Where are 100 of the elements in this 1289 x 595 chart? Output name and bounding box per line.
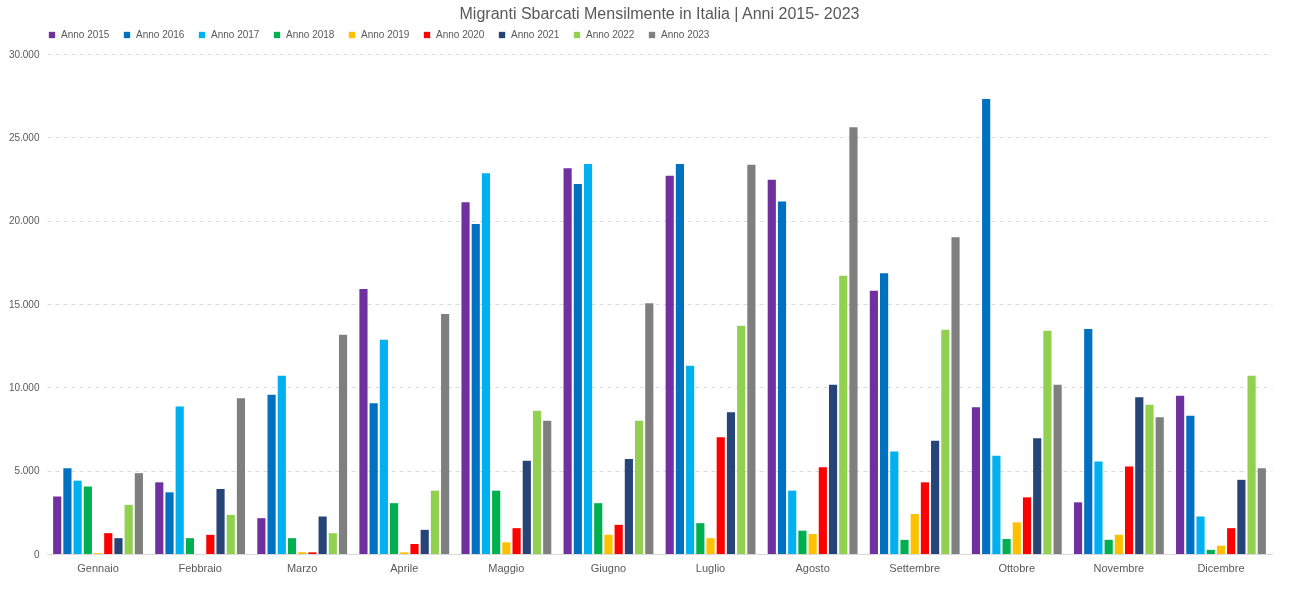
bar bbox=[624, 459, 633, 554]
bar bbox=[277, 375, 286, 554]
bar bbox=[767, 179, 776, 554]
y-tick-label: 10.000 bbox=[8, 381, 40, 393]
bar bbox=[777, 201, 787, 554]
x-tick-label: Novembre bbox=[1093, 561, 1145, 574]
bar bbox=[287, 538, 297, 554]
x-tick-label: Aprile bbox=[390, 561, 419, 574]
bar bbox=[1247, 375, 1256, 554]
bar bbox=[900, 539, 909, 554]
bar bbox=[63, 468, 72, 554]
bar bbox=[83, 486, 92, 554]
bar bbox=[1257, 468, 1266, 554]
bar bbox=[175, 406, 184, 554]
bar bbox=[1125, 466, 1134, 554]
x-tick-label: Maggio bbox=[488, 561, 525, 574]
bar bbox=[931, 440, 940, 554]
bar bbox=[604, 534, 613, 554]
bar bbox=[798, 530, 807, 554]
bar bbox=[645, 303, 654, 554]
bar bbox=[420, 529, 429, 554]
bar bbox=[563, 168, 572, 554]
bar bbox=[869, 290, 878, 554]
y-tick-label: 15.000 bbox=[8, 298, 40, 310]
bar bbox=[665, 175, 674, 554]
bar bbox=[318, 516, 327, 554]
legend-label: Anno 2021 bbox=[511, 29, 560, 40]
bar bbox=[216, 489, 225, 554]
legend-label: Anno 2018 bbox=[286, 29, 335, 40]
bar bbox=[410, 544, 419, 554]
bar bbox=[471, 224, 480, 554]
bar bbox=[573, 184, 582, 554]
bar bbox=[1073, 502, 1083, 554]
bar bbox=[696, 523, 705, 554]
bar bbox=[675, 164, 684, 554]
x-tick-label: Febbraio bbox=[178, 561, 222, 574]
x-tick-label: Gennaio bbox=[77, 561, 119, 574]
bar bbox=[492, 490, 501, 554]
bar bbox=[1022, 497, 1032, 554]
bar bbox=[1155, 417, 1164, 554]
bar bbox=[1176, 395, 1185, 554]
bar bbox=[1196, 516, 1205, 554]
bar bbox=[1227, 528, 1236, 554]
bar bbox=[686, 365, 695, 554]
bar bbox=[594, 503, 603, 554]
bar bbox=[185, 538, 194, 554]
bar bbox=[359, 289, 368, 554]
bar bbox=[992, 455, 1001, 554]
bar bbox=[583, 164, 593, 554]
bar bbox=[267, 394, 276, 554]
bar bbox=[369, 403, 378, 554]
bar bbox=[920, 482, 929, 554]
bar bbox=[461, 202, 470, 554]
bar bbox=[206, 534, 215, 554]
bar bbox=[614, 524, 623, 554]
y-tick-label: 0 bbox=[33, 548, 40, 560]
bar bbox=[1094, 461, 1103, 554]
bar bbox=[236, 398, 246, 554]
bar bbox=[1002, 539, 1011, 554]
bar bbox=[818, 467, 827, 554]
y-tick-label: 30.000 bbox=[8, 48, 40, 60]
legend-label: Anno 2017 bbox=[211, 29, 260, 40]
bar bbox=[104, 533, 113, 554]
bar bbox=[890, 451, 899, 554]
y-tick-label: 20.000 bbox=[8, 215, 40, 227]
bar bbox=[430, 490, 439, 554]
legend-label: Anno 2019 bbox=[361, 29, 410, 40]
bar bbox=[512, 528, 521, 554]
x-tick-label: Luglio bbox=[695, 561, 726, 574]
bar bbox=[635, 420, 644, 554]
bar bbox=[155, 482, 164, 554]
bar bbox=[788, 490, 797, 554]
legend-label: Anno 2020 bbox=[436, 29, 485, 40]
bar bbox=[1237, 479, 1246, 554]
bar bbox=[338, 334, 348, 554]
bar bbox=[1033, 438, 1042, 554]
bar bbox=[828, 384, 838, 554]
bar bbox=[747, 164, 756, 554]
bar bbox=[53, 496, 62, 554]
bar bbox=[706, 538, 715, 554]
bar bbox=[257, 518, 266, 554]
bar bbox=[839, 275, 848, 554]
bar bbox=[328, 533, 337, 554]
bar bbox=[910, 514, 919, 554]
bar bbox=[716, 437, 725, 554]
bar bbox=[1145, 404, 1154, 554]
bar bbox=[880, 273, 889, 554]
bar bbox=[165, 492, 174, 554]
bar bbox=[1012, 522, 1021, 554]
bar bbox=[124, 504, 133, 554]
y-tick-label: 25.000 bbox=[8, 131, 40, 143]
bar bbox=[941, 329, 950, 554]
legend-label: Anno 2015 bbox=[61, 29, 110, 40]
bar bbox=[226, 514, 235, 554]
bar bbox=[1043, 330, 1052, 554]
bar bbox=[1084, 329, 1093, 554]
bar bbox=[808, 534, 817, 554]
x-tick-label: Dicembre bbox=[1197, 561, 1245, 574]
bar bbox=[532, 410, 542, 554]
bar bbox=[951, 237, 960, 554]
